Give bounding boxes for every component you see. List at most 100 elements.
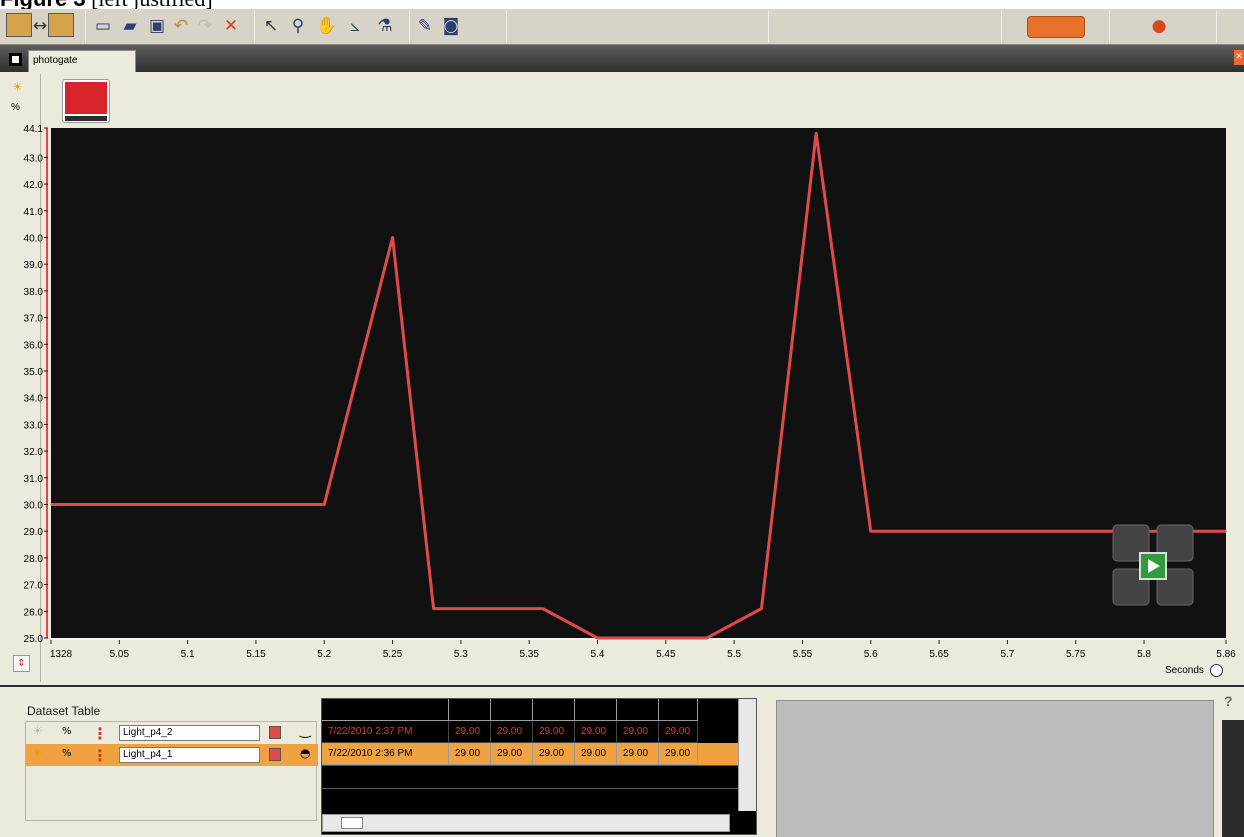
data-point bbox=[870, 530, 872, 532]
table-row[interactable]: 7/22/2010 2:37 PM 29.00 29.00 29.00 29.0… bbox=[322, 721, 738, 743]
bottom-panel: Dataset Table ☀ % ⋮ Light_p4_2 ‿ ☀ % ⋮ L… bbox=[0, 685, 1244, 837]
y-tick-label: 34.0 bbox=[24, 394, 44, 405]
x-tick-label: 5.4 bbox=[591, 649, 605, 660]
dataset-row[interactable]: ☀ % ⋮ Light_p4_2 ‿ bbox=[26, 722, 318, 744]
delete-icon[interactable]: ✕ bbox=[223, 16, 239, 36]
line-style-icon[interactable]: ⋮ bbox=[92, 746, 108, 765]
dataset-unit[interactable]: % bbox=[62, 726, 72, 737]
camera-icon[interactable]: ◙ bbox=[442, 16, 460, 36]
figure-caption-rest: [left justified] bbox=[86, 0, 213, 11]
cell: 29.00 bbox=[617, 743, 659, 765]
col-header-start-time[interactable]: Start Time bbox=[322, 699, 449, 721]
pointer-icon[interactable]: ↖ bbox=[263, 16, 279, 36]
nxt-brick-icon[interactable] bbox=[1027, 16, 1085, 38]
cell: 7/22/2010 2:36 PM bbox=[322, 743, 449, 765]
line-style-icon[interactable]: ⋮ bbox=[92, 724, 108, 743]
analysis-icon[interactable]: ⦣ bbox=[350, 16, 360, 36]
x-tick-label: 5.8 bbox=[1137, 649, 1151, 660]
table-row-selected[interactable]: 7/22/2010 2:36 PM 29.00 29.00 29.00 29.0… bbox=[322, 743, 738, 765]
chart-svg[interactable]: 44.1 43.0 42.0 41.0 40.0 39.0 38.0 37.0 36.0 35.0… bbox=[0, 72, 1244, 685]
dataset-unit[interactable]: % bbox=[62, 748, 72, 759]
toolbar-divider bbox=[254, 11, 255, 43]
empty-rows bbox=[322, 765, 738, 811]
redo-icon[interactable]: ↷ bbox=[197, 16, 213, 36]
col-header[interactable]: 0.08 bbox=[533, 699, 575, 721]
scroll-thumb[interactable] bbox=[341, 817, 363, 829]
y-tick-label: 27.0 bbox=[24, 581, 44, 592]
x-tick-label: 5.75 bbox=[1066, 649, 1086, 660]
undo-icon[interactable]: ↶ bbox=[173, 16, 189, 36]
visibility-on-icon[interactable]: ◓ bbox=[300, 746, 311, 760]
y-tick-label: 41.0 bbox=[24, 207, 44, 218]
layout-right-icon[interactable] bbox=[48, 13, 74, 37]
x-tick-label: 5.05 bbox=[110, 649, 130, 660]
data-point bbox=[50, 503, 52, 505]
save-icon[interactable]: ▣ bbox=[148, 16, 166, 36]
tab-photogate[interactable]: photogate bbox=[28, 50, 136, 72]
y-tick-label: 28.0 bbox=[24, 554, 44, 565]
open-folder-icon[interactable]: ▰ bbox=[123, 16, 137, 36]
plot-background bbox=[51, 128, 1226, 638]
microscope-icon[interactable]: ⚗ bbox=[377, 16, 393, 36]
data-point bbox=[1225, 530, 1227, 532]
x-tick-label: 5.45 bbox=[656, 649, 676, 660]
cell: 29.00 bbox=[659, 743, 698, 765]
y-tick-label: 43.0 bbox=[24, 153, 44, 164]
y-tick-label: 37.0 bbox=[24, 314, 44, 325]
dataset-name-field[interactable]: Light_p4_1 bbox=[119, 747, 260, 763]
toolbar-divider bbox=[1001, 11, 1002, 43]
col-header[interactable]: 0.00 bbox=[449, 699, 491, 721]
dataset-name-field[interactable]: Light_p4_2 bbox=[119, 725, 260, 741]
horizontal-scrollbar[interactable] bbox=[322, 814, 730, 832]
x-tick-label: 5.86 bbox=[1216, 649, 1236, 660]
cell: 29.00 bbox=[659, 721, 698, 743]
graph-type-button[interactable] bbox=[62, 79, 110, 123]
x-tick-label: 5.15 bbox=[246, 649, 266, 660]
layout-left-icon[interactable] bbox=[6, 13, 32, 37]
data-point bbox=[323, 503, 325, 505]
y-axis-unit: % bbox=[11, 102, 20, 113]
play-icon bbox=[1148, 559, 1160, 573]
x-tick-label: 5.25 bbox=[383, 649, 403, 660]
cell: 29.00 bbox=[575, 721, 617, 743]
autoscale-y-icon[interactable]: ⇕ bbox=[13, 655, 30, 672]
toolbar-divider bbox=[1216, 11, 1217, 43]
sensor-light-icon: ☀ bbox=[32, 724, 43, 738]
pan-hand-icon[interactable]: ✋ bbox=[316, 16, 338, 36]
y-tick-label: 35.0 bbox=[24, 367, 44, 378]
cell: 29.00 bbox=[491, 743, 533, 765]
y-axis-strip bbox=[5, 74, 41, 682]
data-point bbox=[706, 637, 708, 639]
graph-icon bbox=[65, 82, 107, 114]
cell: 29.00 bbox=[449, 721, 491, 743]
color-swatch[interactable] bbox=[269, 748, 281, 761]
robot-status-icon[interactable]: ● bbox=[1151, 16, 1167, 36]
col-header[interactable]: 0.16 bbox=[617, 699, 659, 721]
zoom-icon[interactable]: ⚲ bbox=[291, 16, 305, 36]
visibility-off-icon[interactable]: ‿ bbox=[300, 724, 311, 739]
cell: 29.00 bbox=[575, 743, 617, 765]
x-tick-label: 5.65 bbox=[929, 649, 949, 660]
col-header[interactable]: 0.04 bbox=[491, 699, 533, 721]
data-point bbox=[433, 608, 435, 610]
y-tick-label: 38.0 bbox=[24, 287, 44, 298]
data-table: Start Time 0.00 0.04 0.08 0.12 0.16 0.20… bbox=[321, 698, 757, 835]
col-header[interactable]: 0.12 bbox=[575, 699, 617, 721]
toolbar-divider bbox=[506, 11, 507, 43]
notes-icon[interactable]: ✎ bbox=[417, 16, 433, 36]
cell: 29.00 bbox=[449, 743, 491, 765]
playback-controls[interactable] bbox=[1112, 524, 1194, 606]
data-point bbox=[815, 132, 817, 134]
x-tick-label: 5.2 bbox=[317, 649, 331, 660]
new-file-icon[interactable]: ▭ bbox=[94, 16, 112, 36]
vertical-scrollbar[interactable] bbox=[738, 699, 756, 811]
close-tab-icon[interactable]: ✕ bbox=[1234, 50, 1244, 65]
color-swatch[interactable] bbox=[269, 726, 281, 739]
graph-panel: ☀ % 44.1 43.0 42.0 41.0 40.0 39.0 38.0 37.0 36.0… bbox=[0, 72, 1244, 685]
x-tick-label: 5.3 bbox=[454, 649, 468, 660]
help-icon[interactable]: ? bbox=[1224, 693, 1233, 709]
col-header[interactable]: 0.20 bbox=[659, 699, 698, 721]
y-tick-label: 29.0 bbox=[24, 527, 44, 538]
dataset-row-selected[interactable]: ☀ % ⋮ Light_p4_1 ◓ bbox=[26, 744, 318, 766]
